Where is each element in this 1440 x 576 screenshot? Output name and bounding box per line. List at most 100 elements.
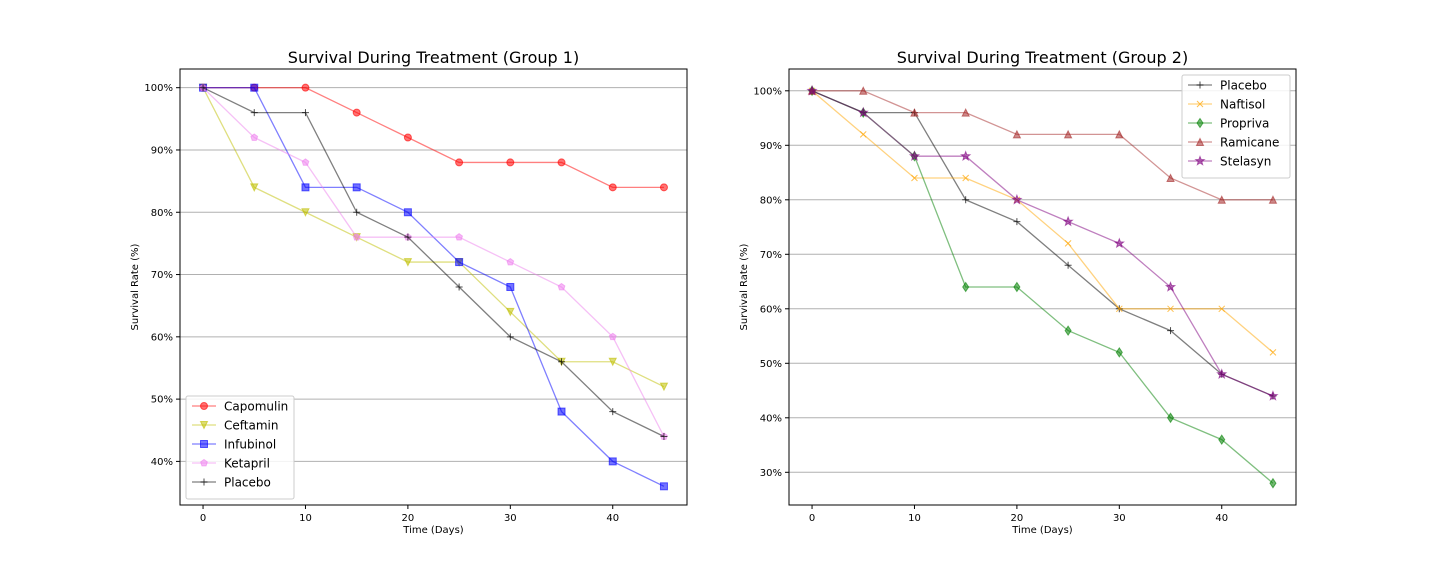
- chart-2-series-propriva-point: [1218, 434, 1226, 446]
- chart-1-legend-entry-marker: [200, 440, 208, 448]
- chart-2-series-ramicane-point: [1166, 173, 1175, 182]
- chart-1-series-ketapril-point: [455, 233, 464, 241]
- chart-2-series-ramicane-point: [858, 86, 868, 95]
- chart-2-legend-entry-label: Propriva: [1220, 117, 1269, 131]
- chart-2-series-propriva-point: [1115, 346, 1123, 358]
- chart-2-series-naftisol-point: [911, 174, 918, 182]
- chart-1-ytick-label: 100%: [144, 83, 173, 94]
- chart-1-series-infubinol-point: [403, 208, 412, 217]
- chart-2-series-placebo-line: [811, 90, 1274, 397]
- chart-1-ytick-label: 80%: [151, 208, 173, 219]
- chart-1-legend-entry: Infubinol: [192, 438, 276, 452]
- chart-2-legend-entry-marker: [1196, 81, 1204, 89]
- chart-1-series-ketapril-point: [506, 257, 515, 266]
- chart-2-series-ramicane-point: [1115, 129, 1124, 139]
- chart-2-series-stelasyn-point: [1216, 368, 1228, 379]
- chart-1-series-infubinol-point: [455, 258, 464, 267]
- chart-2-ytick-label: 60%: [760, 304, 782, 315]
- chart-1-xlabel: Time (Days): [402, 525, 464, 536]
- chart-2-series-naftisol-line: [811, 90, 1274, 353]
- chart-2-series-propriva-point: [1013, 281, 1021, 293]
- chart-1-xtick-label: 0: [200, 513, 206, 524]
- chart-2-ytick-label: 30%: [760, 468, 782, 479]
- chart-2-series-placebo-point: [1064, 261, 1072, 269]
- chart-2-legend-box: [1181, 74, 1291, 179]
- chart-1-series-infubinol-point: [557, 407, 566, 416]
- chart-1-series-ketapril-point: [557, 282, 566, 291]
- chart-1-series-placebo-point: [506, 333, 514, 341]
- chart-1-xtick-label: 20: [402, 513, 415, 524]
- chart-2-ytick-label: 70%: [760, 250, 782, 261]
- chart-1-series-placebo-point: [301, 109, 309, 117]
- chart-1-ytick-label: 90%: [151, 145, 173, 156]
- chart-2-series-naftisol-point: [1064, 240, 1072, 247]
- chart-2-legend-entry: Ramicane: [1188, 136, 1279, 150]
- chart-1-xtick-label: 10: [299, 513, 312, 524]
- chart-2-series-stelasyn-point: [1011, 193, 1023, 205]
- chart-2-ytick-label: 90%: [760, 141, 782, 152]
- chart-1-series-capomulin: [199, 83, 668, 192]
- chart-2-series-stelasyn-point: [1267, 390, 1279, 401]
- chart-1-series-capomulin-point: [608, 183, 617, 192]
- chart-1-series-placebo-point: [250, 109, 258, 117]
- chart-2-series-stelasyn-point: [960, 150, 972, 161]
- chart-1-series-ceftamin-point: [506, 307, 515, 317]
- chart-1-legend-entry: Placebo: [192, 476, 271, 490]
- chart-2-series-naftisol-point: [1115, 305, 1123, 313]
- chart-2-plot-frame: [788, 68, 1297, 506]
- chart-1-series-placebo-point: [404, 233, 412, 241]
- chart-2-series-stelasyn: [806, 84, 1279, 401]
- chart-1-series-ceftamin-point: [301, 208, 310, 217]
- chart-2-series-propriva-point: [962, 281, 970, 293]
- chart-2-ytick-label: 80%: [760, 195, 782, 206]
- chart-2-legend-entry-label: Placebo: [1220, 79, 1267, 93]
- chart-2-ytick-label: 50%: [760, 359, 782, 370]
- chart-1-legend-entry-label: Placebo: [224, 476, 271, 490]
- chart-1-series-placebo-point: [353, 208, 361, 216]
- chart-2-series-stelasyn-point: [1062, 215, 1074, 227]
- chart-1: Survival During Treatment (Group 1) 40% 50…: [130, 48, 688, 536]
- chart-2-legend-entry-marker: [1195, 137, 1205, 146]
- chart-1-series-capomulin-point: [352, 108, 361, 117]
- chart-2-series-placebo-point: [1167, 327, 1175, 335]
- chart-2-legend-entry-label: Naftisol: [1220, 98, 1265, 112]
- chart-1-ytick-label: 60%: [151, 332, 173, 343]
- chart-1-series-capomulin-point: [301, 83, 310, 92]
- chart-1-series-capomulin-point: [659, 183, 668, 192]
- chart-1-ytick-label: 70%: [151, 270, 173, 281]
- chart-1-xtick-label: 30: [504, 513, 517, 524]
- chart-2-xtick-label: 30: [1113, 513, 1126, 524]
- chart-1-series-placebo-point: [558, 358, 566, 366]
- chart-2-legend: Placebo Naftisol Propriva Ramicane Stelasyn: [1181, 74, 1291, 179]
- chart-1-ytick-label: 50%: [151, 395, 173, 406]
- chart-2-series-stelasyn-point: [1113, 237, 1125, 249]
- chart-1-series-ketapril-point: [250, 133, 259, 141]
- chart-2-legend-entry: Propriva: [1188, 117, 1269, 131]
- chart-1-series-capomulin-line: [203, 87, 664, 188]
- chart-2-series-ramicane-point: [1012, 129, 1022, 139]
- chart-2-series-stelasyn-point: [857, 106, 869, 118]
- chart-2-series-naftisol-point: [1269, 349, 1277, 356]
- chart-2-series-ramicane-point: [961, 107, 970, 117]
- chart-2-legend-entry: Naftisol: [1188, 98, 1265, 112]
- chart-2-series-ramicane-point: [1217, 195, 1227, 204]
- chart-1-legend-entry: Capomulin: [192, 400, 288, 414]
- chart-2-series-ramicane-point: [910, 107, 919, 117]
- chart-2-legend-entry: Placebo: [1188, 79, 1267, 93]
- chart-2-legend-entry-label: Stelasyn: [1220, 155, 1271, 169]
- chart-2-series-stelasyn-point: [806, 84, 818, 96]
- chart-2-ylabel: Survival Rate (%): [739, 243, 750, 330]
- chart-2-xtick-label: 40: [1215, 513, 1228, 524]
- chart-1-xtick-label: 40: [606, 513, 619, 524]
- chart-1-series-capomulin-point: [557, 158, 566, 167]
- chart-1-series-capomulin-point: [403, 133, 412, 142]
- chart-1-series-ceftamin-point: [249, 183, 259, 192]
- chart-1-series-ketapril-point: [608, 332, 617, 341]
- chart-2-series-naftisol-point: [1218, 305, 1226, 313]
- chart-2-xtick-label: 0: [809, 513, 815, 524]
- chart-1-plot-frame: [179, 68, 688, 506]
- chart-2-series-ramicane-point: [1268, 195, 1278, 204]
- chart-2-legend-entry-marker: [1196, 100, 1204, 108]
- chart-1-series-ketapril-line: [202, 87, 665, 437]
- chart-2-series-ramicane-point: [1063, 129, 1073, 139]
